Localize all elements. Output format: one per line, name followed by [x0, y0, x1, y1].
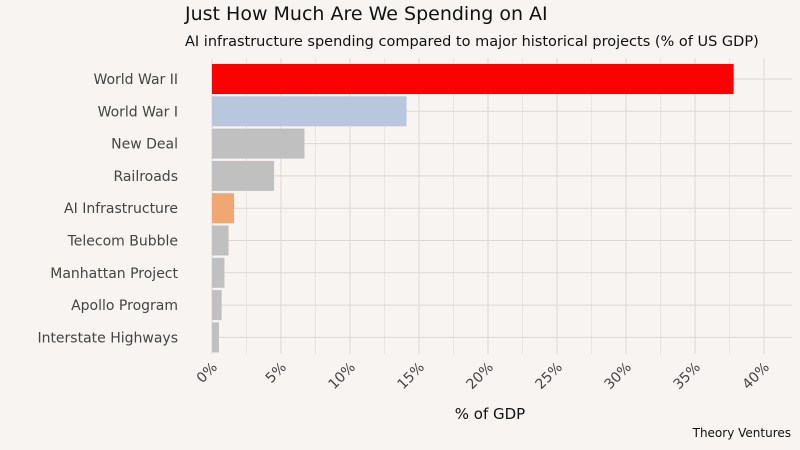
- grid-lines: [211, 58, 792, 354]
- category-label: AI Infrastructure: [64, 201, 178, 217]
- chart-subtitle: AI infrastructure spending compared to m…: [185, 34, 759, 50]
- x-tick-label: 30%: [602, 360, 635, 393]
- x-tick-label: 0%: [194, 360, 221, 387]
- x-tick-labels: 0% 5% 10% 15% 20% 25% 30% 35% 40%: [194, 360, 773, 393]
- x-tick-label: 25%: [533, 360, 566, 393]
- bar-interstate-highways: [212, 322, 219, 353]
- source-credit: Theory Ventures: [692, 426, 791, 440]
- bar-telecom-bubble: [212, 225, 229, 256]
- category-label: New Deal: [111, 137, 178, 153]
- category-label: World War I: [98, 104, 178, 120]
- x-tick-label: 35%: [671, 360, 704, 393]
- bar-apollo-program: [212, 290, 222, 321]
- bar-railroads: [212, 160, 275, 191]
- bar-world-war-ii: [212, 64, 734, 94]
- x-axis-title: % of GDP: [455, 405, 525, 423]
- bars: [212, 64, 734, 353]
- x-tick-label: 40%: [740, 360, 773, 393]
- x-tick-label: 10%: [326, 360, 359, 393]
- category-label: Railroads: [113, 169, 178, 185]
- x-tick-label: 20%: [464, 360, 497, 393]
- bar-manhattan-project: [212, 257, 225, 288]
- category-label: World War II: [93, 72, 178, 88]
- bar-new-deal: [212, 128, 305, 159]
- category-label: Manhattan Project: [50, 266, 178, 282]
- x-tick-label: 5%: [263, 360, 290, 387]
- category-label: Apollo Program: [71, 298, 178, 314]
- category-label: Interstate Highways: [37, 330, 178, 346]
- category-label: Telecom Bubble: [67, 234, 178, 250]
- chart-title: Just How Much Are We Spending on AI: [185, 3, 548, 25]
- category-labels: World War II World War I New Deal Railroads…: [37, 72, 178, 346]
- bar-ai-infrastructure: [212, 193, 235, 224]
- bar-world-war-i: [212, 96, 407, 127]
- x-tick-label: 15%: [395, 360, 428, 393]
